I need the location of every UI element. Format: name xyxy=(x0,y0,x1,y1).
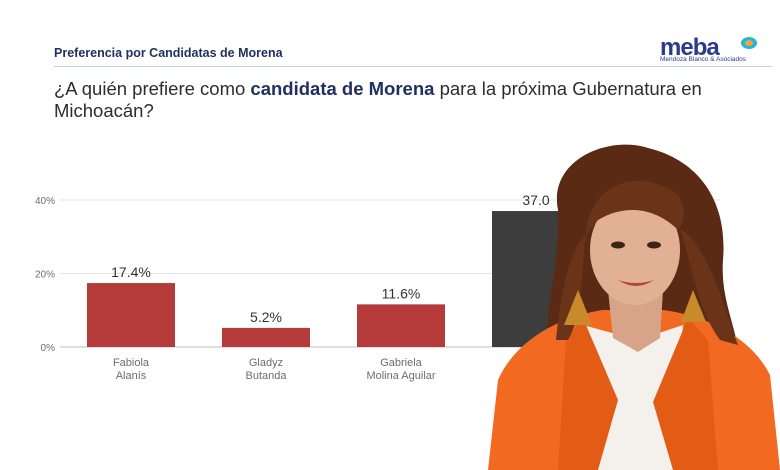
question-emphasis: candidata de Morena xyxy=(250,78,435,99)
person-photo xyxy=(488,144,780,470)
category-label: Molina Aguilar xyxy=(366,370,435,382)
question-suffix: para la próxima Gubernatura en Michoacán… xyxy=(54,78,702,121)
data-label: 11.6% xyxy=(382,285,421,301)
logo-swirl-icon xyxy=(741,37,757,49)
data-label: 37.0 xyxy=(522,192,549,208)
category-label: Fabiola xyxy=(113,357,150,369)
category-label: Gladyz xyxy=(249,357,283,369)
bar xyxy=(222,327,310,347)
header-title: Preferencia por Candidatas de Morena xyxy=(54,46,283,60)
bar xyxy=(87,283,175,347)
survey-question: ¿A quién prefiere como candidata de More… xyxy=(54,78,734,122)
question-prefix: ¿A quién prefiere como xyxy=(54,78,251,99)
y-tick-label: 0% xyxy=(41,343,56,354)
logo-subtitle: Mendoza Blanco & Asociados xyxy=(660,56,746,63)
data-label: 17.4% xyxy=(111,264,151,280)
category-label: Alanís xyxy=(116,370,147,382)
header-divider xyxy=(54,66,772,67)
data-label: 5.2% xyxy=(250,309,282,325)
category-label: Butanda xyxy=(246,370,288,382)
y-tick-label: 20% xyxy=(35,270,55,281)
y-tick-label: 40% xyxy=(35,196,55,207)
logo-wordmark: meba xyxy=(660,34,720,61)
brand-logo: meba Mendoza Blanco & Asociados xyxy=(656,34,776,66)
category-label: Gabriela xyxy=(380,357,422,369)
bar xyxy=(357,304,445,347)
